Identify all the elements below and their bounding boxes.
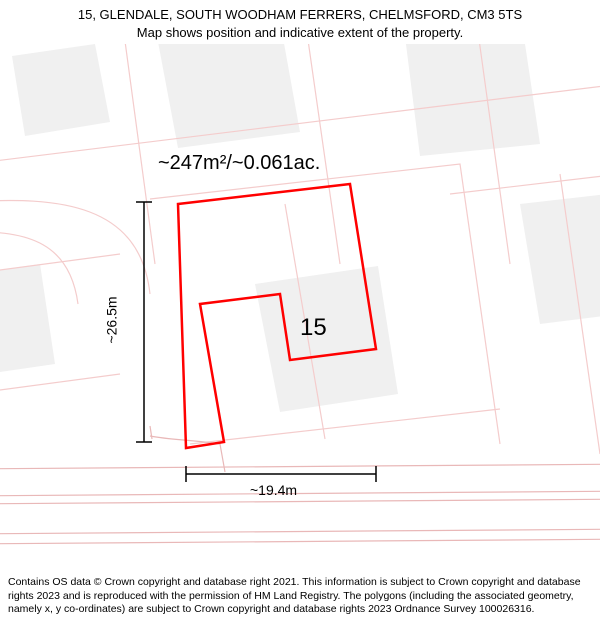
map-container: ~247m²/~0.061ac. 15 ~26.5m ~19.4m: [0, 44, 600, 547]
subtitle-line: Map shows position and indicative extent…: [10, 24, 590, 42]
width-dimension-label: ~19.4m: [250, 482, 297, 498]
plot-number-label: 15: [300, 314, 327, 342]
header: 15, GLENDALE, SOUTH WOODHAM FERRERS, CHE…: [0, 0, 600, 43]
copyright-footer: Contains OS data © Crown copyright and d…: [0, 570, 600, 625]
area-label: ~247m²/~0.061ac.: [158, 152, 320, 175]
property-map: [0, 44, 600, 547]
height-dimension-label: ~26.5m: [104, 296, 120, 343]
address-line: 15, GLENDALE, SOUTH WOODHAM FERRERS, CHE…: [10, 6, 590, 24]
